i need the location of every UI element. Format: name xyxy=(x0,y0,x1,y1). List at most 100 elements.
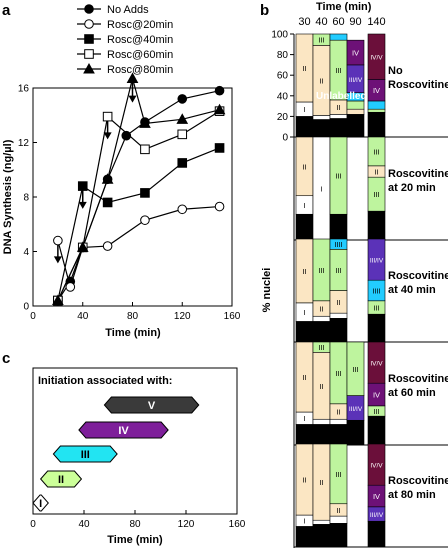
bar-segment-III xyxy=(346,100,365,110)
range-label-I: I xyxy=(39,498,42,510)
bar-segment-label: III xyxy=(373,407,379,416)
bar-segment-III xyxy=(367,108,386,113)
y-tick-label-a: 12 xyxy=(18,138,30,149)
bar-segment-label: II xyxy=(336,298,340,307)
range-label-II: II xyxy=(58,474,64,486)
condition-label-line1: Roscovitine xyxy=(388,168,448,180)
bar-segment-III xyxy=(367,136,386,167)
bar-segment-label: II xyxy=(302,476,306,485)
legend-marker-4 xyxy=(83,62,95,74)
legend-entry-0: No Adds xyxy=(107,4,149,16)
bar-segment-III xyxy=(329,443,348,505)
y-tick-label-b: 60 xyxy=(277,71,289,82)
arrow-head xyxy=(78,201,87,209)
bar-segment-0 xyxy=(367,313,386,343)
x-axis-label-a: Time (min) xyxy=(105,327,161,339)
data-point-series-0 xyxy=(121,130,132,141)
bar-segment-0 xyxy=(295,213,314,241)
bar-segment-label: IV/V xyxy=(370,463,383,470)
plot-frame-c xyxy=(32,367,238,515)
bar-segment-label: III/IV xyxy=(349,77,363,84)
bar-segment-0 xyxy=(312,321,331,343)
data-point-series-1 xyxy=(177,204,188,215)
bar-segment-label: II xyxy=(319,478,323,487)
bar-segment-0 xyxy=(329,318,348,343)
bar-segment-I xyxy=(312,315,331,322)
bar-segment-label: II xyxy=(302,267,306,276)
bar-segment-0 xyxy=(367,111,386,138)
data-point-series-4 xyxy=(101,173,114,184)
bar-segment-0 xyxy=(346,419,365,446)
category-label-b: 90 xyxy=(349,16,361,28)
data-point-series-4 xyxy=(176,113,189,124)
bar-segment-0 xyxy=(312,424,331,446)
legend-marker-3 xyxy=(84,49,94,59)
bar-segment-label: III xyxy=(335,266,341,275)
bar-segment-label: III/IV xyxy=(370,258,384,265)
bar-segment-IV/V xyxy=(367,341,386,384)
bar-segment-label: II xyxy=(319,76,323,85)
bar-segment-label: I xyxy=(303,201,305,210)
bar-segment-label: II xyxy=(319,305,323,314)
bar-segment-0 xyxy=(346,114,365,138)
bar-segment-label: III xyxy=(318,343,324,352)
x-tick-label-c: 40 xyxy=(78,519,90,530)
condition-label-line1: Roscovitine xyxy=(388,270,448,282)
bar-segment-IV/V xyxy=(367,443,386,486)
x-tick-label-c: 80 xyxy=(129,519,141,530)
bar-segment-0 xyxy=(329,523,348,548)
data-point-series-2 xyxy=(140,188,150,198)
range-label-III: III xyxy=(81,449,90,461)
panel-label-a: a xyxy=(2,2,11,19)
condition-label-line2: at 80 min xyxy=(388,489,436,501)
bar-segment-label: IV xyxy=(352,49,359,58)
bar-segment-0 xyxy=(367,415,386,446)
bar-segment-IV xyxy=(346,39,365,66)
range-bar-II xyxy=(39,470,83,488)
bar-segment-0 xyxy=(329,118,348,138)
bar-segment-label: I xyxy=(303,308,305,317)
y-tick-label-b: 20 xyxy=(277,112,289,123)
panel-a-line-chart: 0 40 80 120 160 0 4 8 12 16 No Adds Rosc@20min Rosc… xyxy=(2,4,241,339)
legend-entry-4: Rosc@80min xyxy=(107,64,173,76)
bar-segment-label: III/IV xyxy=(370,512,384,519)
unlabelled-label: Unlabelled xyxy=(316,91,367,102)
bar-segment-IV/V xyxy=(367,33,386,80)
panel-b-stacked-bars: Time (min) % nuclei 30 40 60 90 140 0 20 40 60 8… xyxy=(261,1,448,548)
data-point-series-3 xyxy=(102,111,113,122)
bar-segment-label: III xyxy=(373,147,379,156)
data-point-series-1 xyxy=(53,235,63,246)
range-bar-IV xyxy=(78,421,169,439)
bar-segment-0 xyxy=(329,213,348,241)
legend-marker-1 xyxy=(84,19,94,29)
bar-segment-I xyxy=(312,519,331,525)
x-tick-label-c: 0 xyxy=(30,519,36,530)
bar-segment-II xyxy=(346,108,365,115)
bar-segment-label: II xyxy=(319,382,323,391)
bar-segment-I xyxy=(312,115,331,120)
bar-segment-label: II xyxy=(336,408,340,417)
legend-marker-2 xyxy=(84,34,94,44)
y-tick-label-b: 100 xyxy=(271,30,288,41)
arrow-head xyxy=(103,132,112,140)
bar-segment-label: II xyxy=(302,64,306,73)
bar-segment-label: III xyxy=(335,172,341,181)
x-tick-label-a: 0 xyxy=(30,311,36,322)
bar-segment-label: III xyxy=(318,36,324,45)
category-label-b: 140 xyxy=(367,16,385,28)
x-tick-label-c: 160 xyxy=(229,519,246,530)
bar-segment-label: IV/V xyxy=(370,361,383,368)
bar-segment-label: III xyxy=(335,66,341,75)
legend-entry-1: Rosc@20min xyxy=(107,19,173,31)
bar-segment-label: II xyxy=(336,103,340,112)
range-label-V: V xyxy=(148,400,156,412)
legend-marker-0 xyxy=(84,4,94,14)
data-point-series-1 xyxy=(140,215,150,225)
y-tick-label-a: 4 xyxy=(23,247,29,258)
y-axis-label-a: DNA Synthesis (ng/µl) xyxy=(2,139,14,254)
y-tick-label-a: 0 xyxy=(23,302,29,313)
bar-segment-label: IV/V xyxy=(370,55,383,62)
bar-segment-0 xyxy=(367,210,386,241)
series-line-0 xyxy=(57,90,220,301)
category-label-b: 40 xyxy=(315,16,327,28)
